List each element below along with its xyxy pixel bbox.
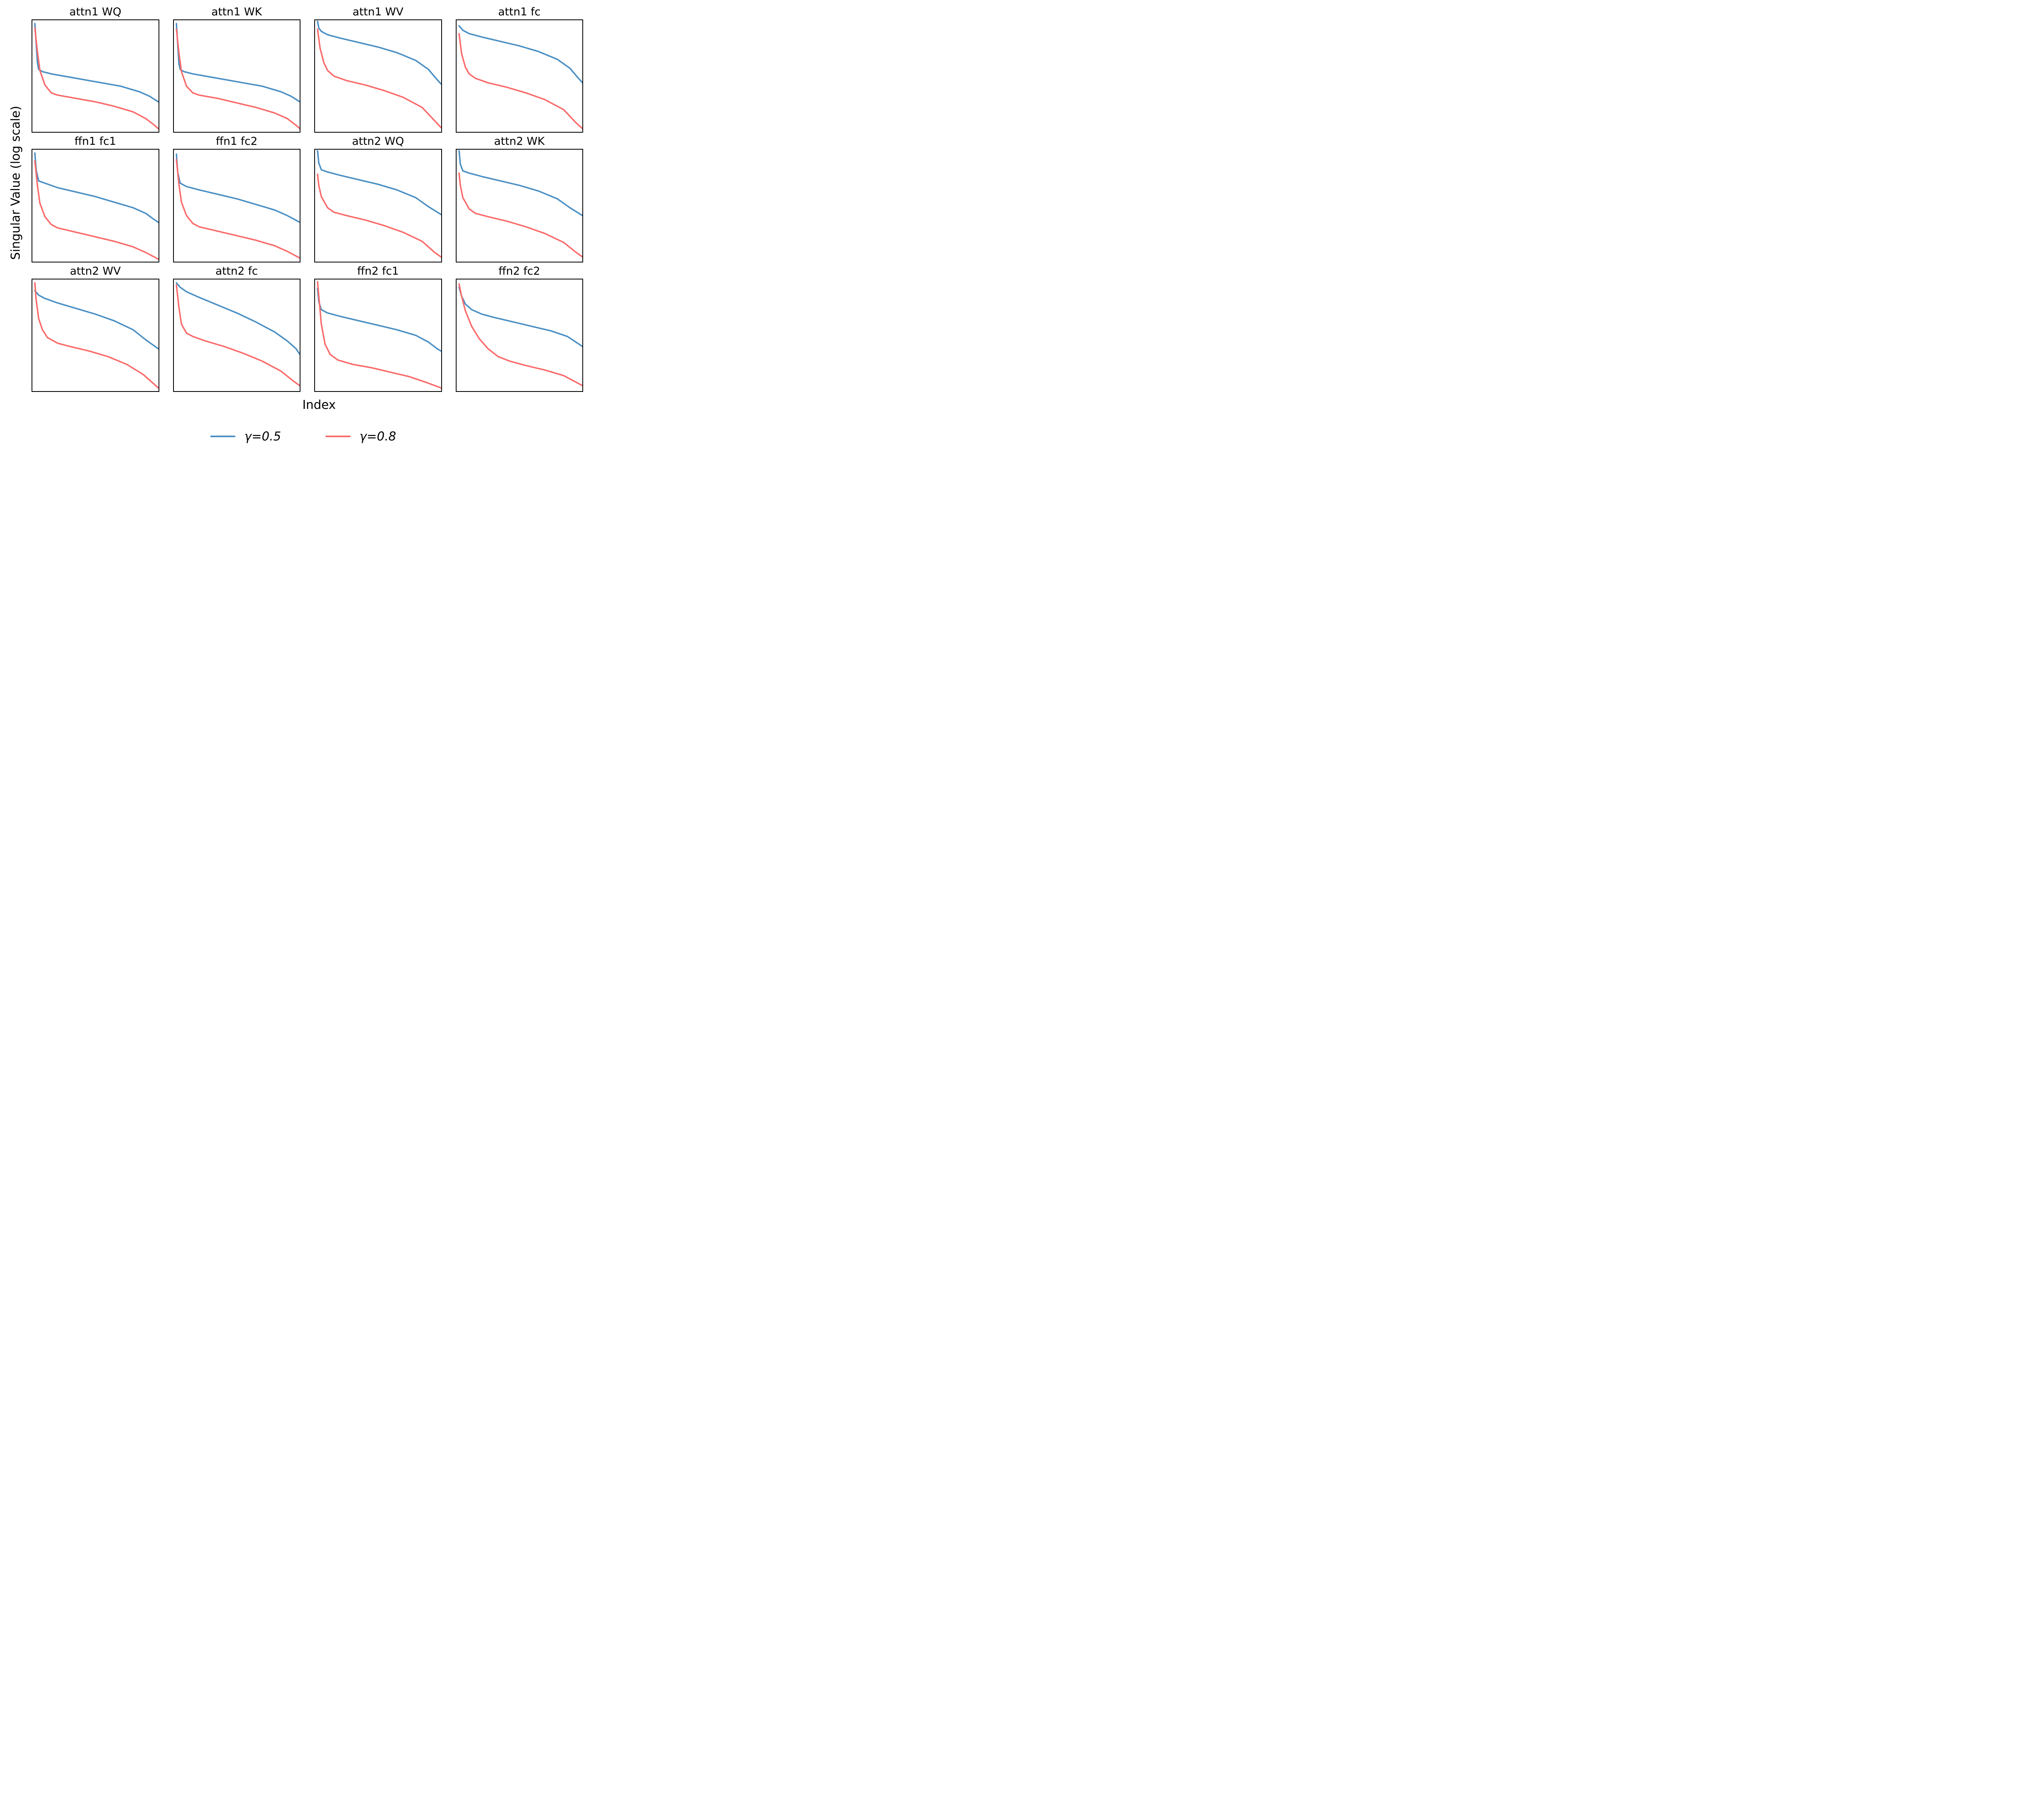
series-line-gamma-0-8 [317,281,441,388]
legend-label: γ=0.5 [244,429,281,444]
subplot: attn1 WQ [32,5,159,133]
axes-box [173,19,300,133]
figure: Singular Value (log scale) attn1 WQ attn1… [0,0,607,455]
axes-box [455,19,583,133]
legend: γ=0.5 γ=0.8 [0,418,607,455]
subplot: attn2 WV [32,264,159,392]
series-line-gamma-0-8 [317,29,441,127]
y-axis-label: Singular Value (log scale) [8,106,23,260]
axes-box [455,149,583,262]
subplot: attn2 WK [455,134,583,262]
subplot: ffn2 fc1 [314,264,442,392]
series-line-gamma-0-8 [459,173,582,257]
series-line-gamma-0-8 [459,34,582,129]
subplot-title: attn1 fc [498,6,541,18]
series-line-gamma-0-5 [317,288,441,351]
subplot: attn1 WV [314,5,442,133]
axes-box [173,278,300,392]
axes-box [32,278,159,392]
legend-line-swatch-red [326,435,351,438]
legend-item-gamma-0-8: γ=0.8 [326,430,396,444]
subplot-title: attn1 WK [211,6,262,18]
series-line-gamma-0-8 [35,161,158,259]
subplot-title: attn1 WQ [69,6,122,18]
series-line-gamma-0-5 [459,151,582,216]
subplot-title: attn2 WV [70,265,121,277]
subplot: attn1 fc [455,5,583,133]
series-line-gamma-0-5 [176,23,300,102]
series-line-gamma-0-5 [176,283,300,354]
subplot-title: ffn1 fc2 [216,135,258,148]
subplot-title: ffn2 fc2 [498,265,540,277]
legend-label: γ=0.8 [360,429,396,444]
series-line-gamma-0-8 [317,174,441,257]
series-line-gamma-0-8 [176,29,300,129]
axes-box [173,149,300,262]
series-line-gamma-0-5 [317,151,441,215]
subplot-title: ffn2 fc1 [357,265,399,277]
series-line-gamma-0-5 [35,290,158,349]
subplot: ffn1 fc2 [173,134,300,262]
axes-box [314,19,442,133]
plot-region: Singular Value (log scale) attn1 WQ attn1… [0,5,607,392]
subplot: ffn1 fc1 [32,134,159,262]
series-line-gamma-0-8 [176,160,300,258]
axes-box [32,19,159,133]
series-line-gamma-0-8 [35,28,158,129]
axes-box [314,278,442,392]
subplot: ffn2 fc2 [455,264,583,392]
x-axis-label: Index [302,398,336,412]
subplot: attn1 WK [173,5,300,133]
series-line-gamma-0-5 [459,287,582,346]
series-line-gamma-0-8 [35,283,158,388]
axes-box [32,149,159,262]
x-axis-label-row: Index [0,392,607,418]
series-line-gamma-0-5 [317,21,441,84]
y-axis-label-column: Singular Value (log scale) [0,5,32,392]
legend-line-swatch-blue [210,435,236,438]
series-line-gamma-0-8 [459,284,582,385]
legend-item-gamma-0-5: γ=0.5 [210,430,281,444]
axes-box [455,278,583,392]
subplot-title: attn2 WQ [352,135,404,148]
subplot-grid: attn1 WQ attn1 WK attn1 WV attn1 fc ffn1 fc1… [32,5,607,392]
series-line-gamma-0-5 [35,23,158,102]
subplot-title: ffn1 fc1 [74,135,116,148]
series-line-gamma-0-5 [176,154,300,222]
subplot: attn2 WQ [314,134,442,262]
subplot-title: attn2 fc [215,265,258,277]
series-line-gamma-0-5 [459,26,582,83]
subplot-title: attn1 WV [352,6,404,18]
subplot: attn2 fc [173,264,300,392]
axes-box [314,149,442,262]
series-line-gamma-0-5 [35,153,158,222]
series-line-gamma-0-8 [176,285,300,385]
subplot-title: attn2 WK [494,135,545,148]
